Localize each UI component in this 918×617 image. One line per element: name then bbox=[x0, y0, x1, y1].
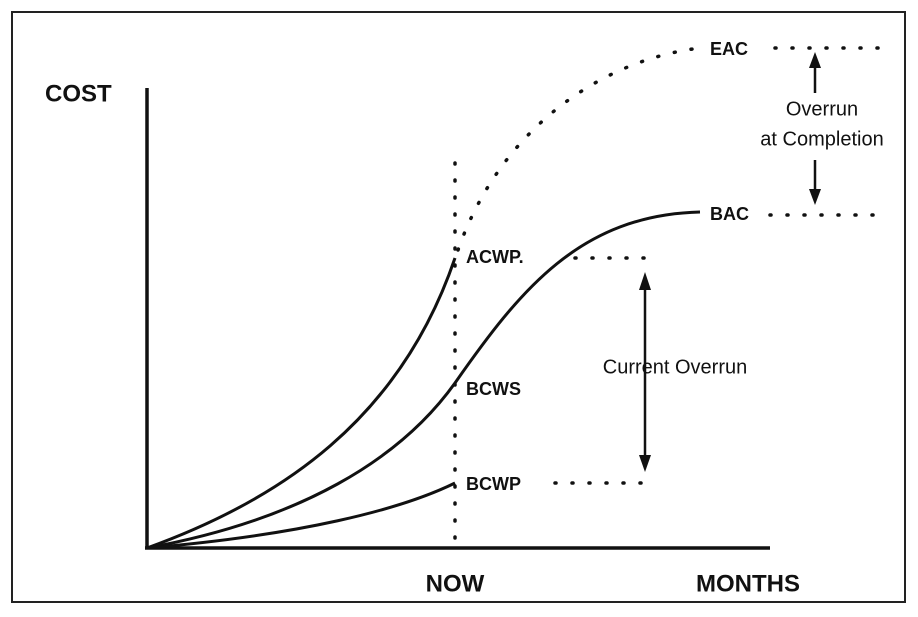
bac-label: BAC bbox=[710, 204, 749, 224]
arrow-head bbox=[639, 272, 651, 290]
current-overrun-label: Current Overrun bbox=[603, 356, 748, 378]
now-label: NOW bbox=[426, 570, 485, 597]
x-label: MONTHS bbox=[696, 570, 800, 597]
bcwp-label: BCWP bbox=[466, 474, 521, 494]
arrow-head bbox=[809, 52, 821, 68]
overrun-label: at Completion bbox=[760, 128, 883, 150]
frame bbox=[11, 11, 906, 603]
bcws-curve bbox=[146, 210, 701, 550]
acwp-label: ACWP. bbox=[466, 247, 524, 267]
y-label: COST bbox=[45, 80, 112, 107]
acwp-curve bbox=[146, 257, 457, 550]
bcws-label: BCWS bbox=[466, 379, 521, 399]
overrun-label: Overrun bbox=[786, 98, 858, 120]
arrow-head bbox=[809, 189, 821, 205]
eac-label: EAC bbox=[710, 39, 748, 59]
bcwp-curve bbox=[146, 481, 456, 550]
arrow-head bbox=[639, 455, 651, 472]
eac-curve bbox=[456, 46, 702, 252]
